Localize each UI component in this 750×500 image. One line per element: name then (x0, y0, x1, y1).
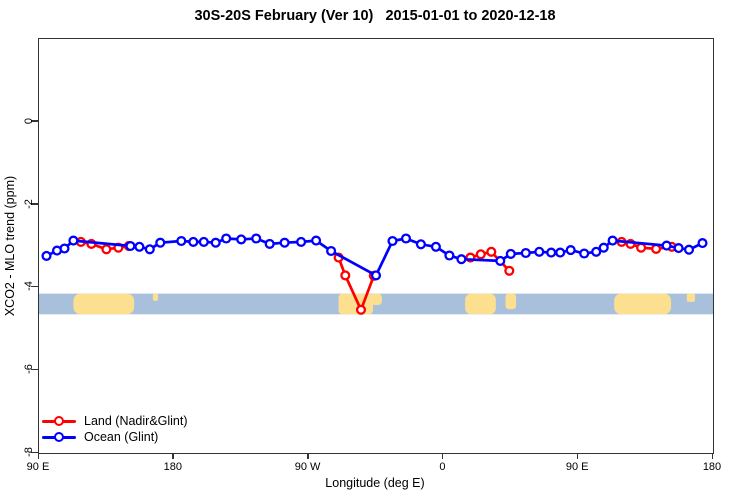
ocean-marker (444, 250, 455, 261)
ocean-marker (134, 241, 145, 252)
y-axis-label: XCO2 - MLO trend (ppm) (3, 175, 17, 317)
map-band-land-new-caledonia-2 (686, 293, 696, 302)
ocean-marker (520, 247, 531, 259)
land-marker (340, 270, 351, 281)
y-tick-mark (31, 451, 38, 453)
ocean-marker (125, 240, 136, 252)
ocean-marker (591, 246, 602, 257)
ocean-marker (495, 255, 506, 266)
x-tick-label: 180 (163, 461, 182, 473)
ocean-marker (661, 240, 672, 251)
ocean-marker (221, 233, 232, 244)
ocean-marker (264, 238, 275, 249)
land-marker (355, 304, 367, 315)
plot-area (38, 38, 714, 454)
x-tick-label: 0 (439, 461, 446, 473)
land-marker (486, 246, 497, 257)
y-tick-mark (31, 120, 38, 122)
ocean-marker (41, 250, 52, 261)
ocean-marker (387, 235, 398, 247)
ocean-marker (59, 243, 70, 254)
y-tick-label: -6 (23, 364, 35, 375)
y-tick-mark (31, 203, 38, 205)
x-tick-mark (172, 453, 174, 459)
land-marker (636, 242, 647, 253)
ocean-marker (210, 237, 221, 248)
ocean-marker (326, 245, 337, 257)
ocean-marker (456, 254, 467, 265)
legend-label-land: Land (Nadir&Glint) (84, 414, 188, 428)
land-marker (504, 265, 515, 276)
ocean-marker (598, 242, 609, 253)
x-tick-mark (307, 453, 309, 459)
ocean-marker (198, 236, 209, 247)
map-band-land-australia-2 (614, 293, 672, 315)
ocean-marker (534, 246, 545, 257)
ocean-marker (155, 237, 166, 248)
legend-circle-icon (54, 416, 64, 426)
ocean-marker (370, 270, 382, 281)
ocean-marker (296, 236, 307, 247)
x-tick-label: 90 E (26, 461, 50, 473)
ocean-marker (683, 244, 695, 255)
chart-canvas (39, 233, 713, 315)
ocean-marker (607, 235, 618, 246)
x-tick-mark (576, 453, 579, 459)
ocean-marker (579, 248, 590, 259)
y-tick-mark (31, 368, 38, 371)
map-band-land-madagascar (505, 293, 517, 310)
y-tick-label: -8 (23, 447, 35, 457)
ocean-marker (697, 238, 708, 249)
ocean-marker (144, 244, 155, 255)
ocean-marker (673, 243, 684, 254)
ocean-marker (188, 236, 199, 247)
ocean-marker (279, 237, 290, 248)
x-axis-label: Longitude (deg E) (325, 476, 425, 490)
legend-label-ocean: Ocean (Glint) (84, 430, 159, 444)
x-tick-label: 90 W (294, 461, 321, 473)
ocean-marker (430, 241, 441, 252)
land-series-line (337, 257, 376, 312)
y-tick-mark (31, 285, 38, 288)
y-tick-label: -2 (23, 198, 35, 209)
ocean-marker (311, 235, 322, 246)
map-band-land-south-america-east (370, 293, 382, 305)
map-band-land-australia (73, 293, 135, 315)
land-marker (475, 249, 486, 260)
ocean-marker (505, 248, 516, 259)
ocean-marker (546, 247, 557, 258)
ocean-marker (565, 245, 576, 256)
y-tick-label: 0 (23, 117, 35, 124)
x-tick-mark (441, 453, 444, 459)
x-tick-mark (711, 453, 713, 459)
x-tick-label: 90 E (565, 461, 589, 473)
land-marker (101, 244, 112, 255)
y-tick-label: -4 (23, 281, 35, 292)
x-tick-mark (37, 453, 39, 459)
legend-marker-land (42, 415, 76, 427)
ocean-marker (400, 233, 412, 244)
map-band-land-africa (465, 293, 496, 315)
ocean-marker (176, 235, 187, 247)
ocean-marker (68, 235, 79, 246)
x-tick-label: 180 (702, 461, 722, 473)
legend-circle-icon (54, 432, 64, 442)
legend: Land (Nadir&Glint) Ocean (Glint) (42, 413, 188, 445)
map-band-land-new-caledonia (152, 293, 159, 301)
ocean-marker (251, 233, 262, 244)
legend-marker-ocean (42, 431, 76, 443)
chart-title: 30S-20S February (Ver 10) 2015-01-01 to … (194, 8, 556, 24)
legend-item-land: Land (Nadir&Glint) (42, 413, 188, 429)
ocean-marker (415, 239, 426, 250)
ocean-marker (555, 247, 566, 258)
legend-item-ocean: Ocean (Glint) (42, 429, 188, 445)
ocean-marker (236, 234, 247, 245)
